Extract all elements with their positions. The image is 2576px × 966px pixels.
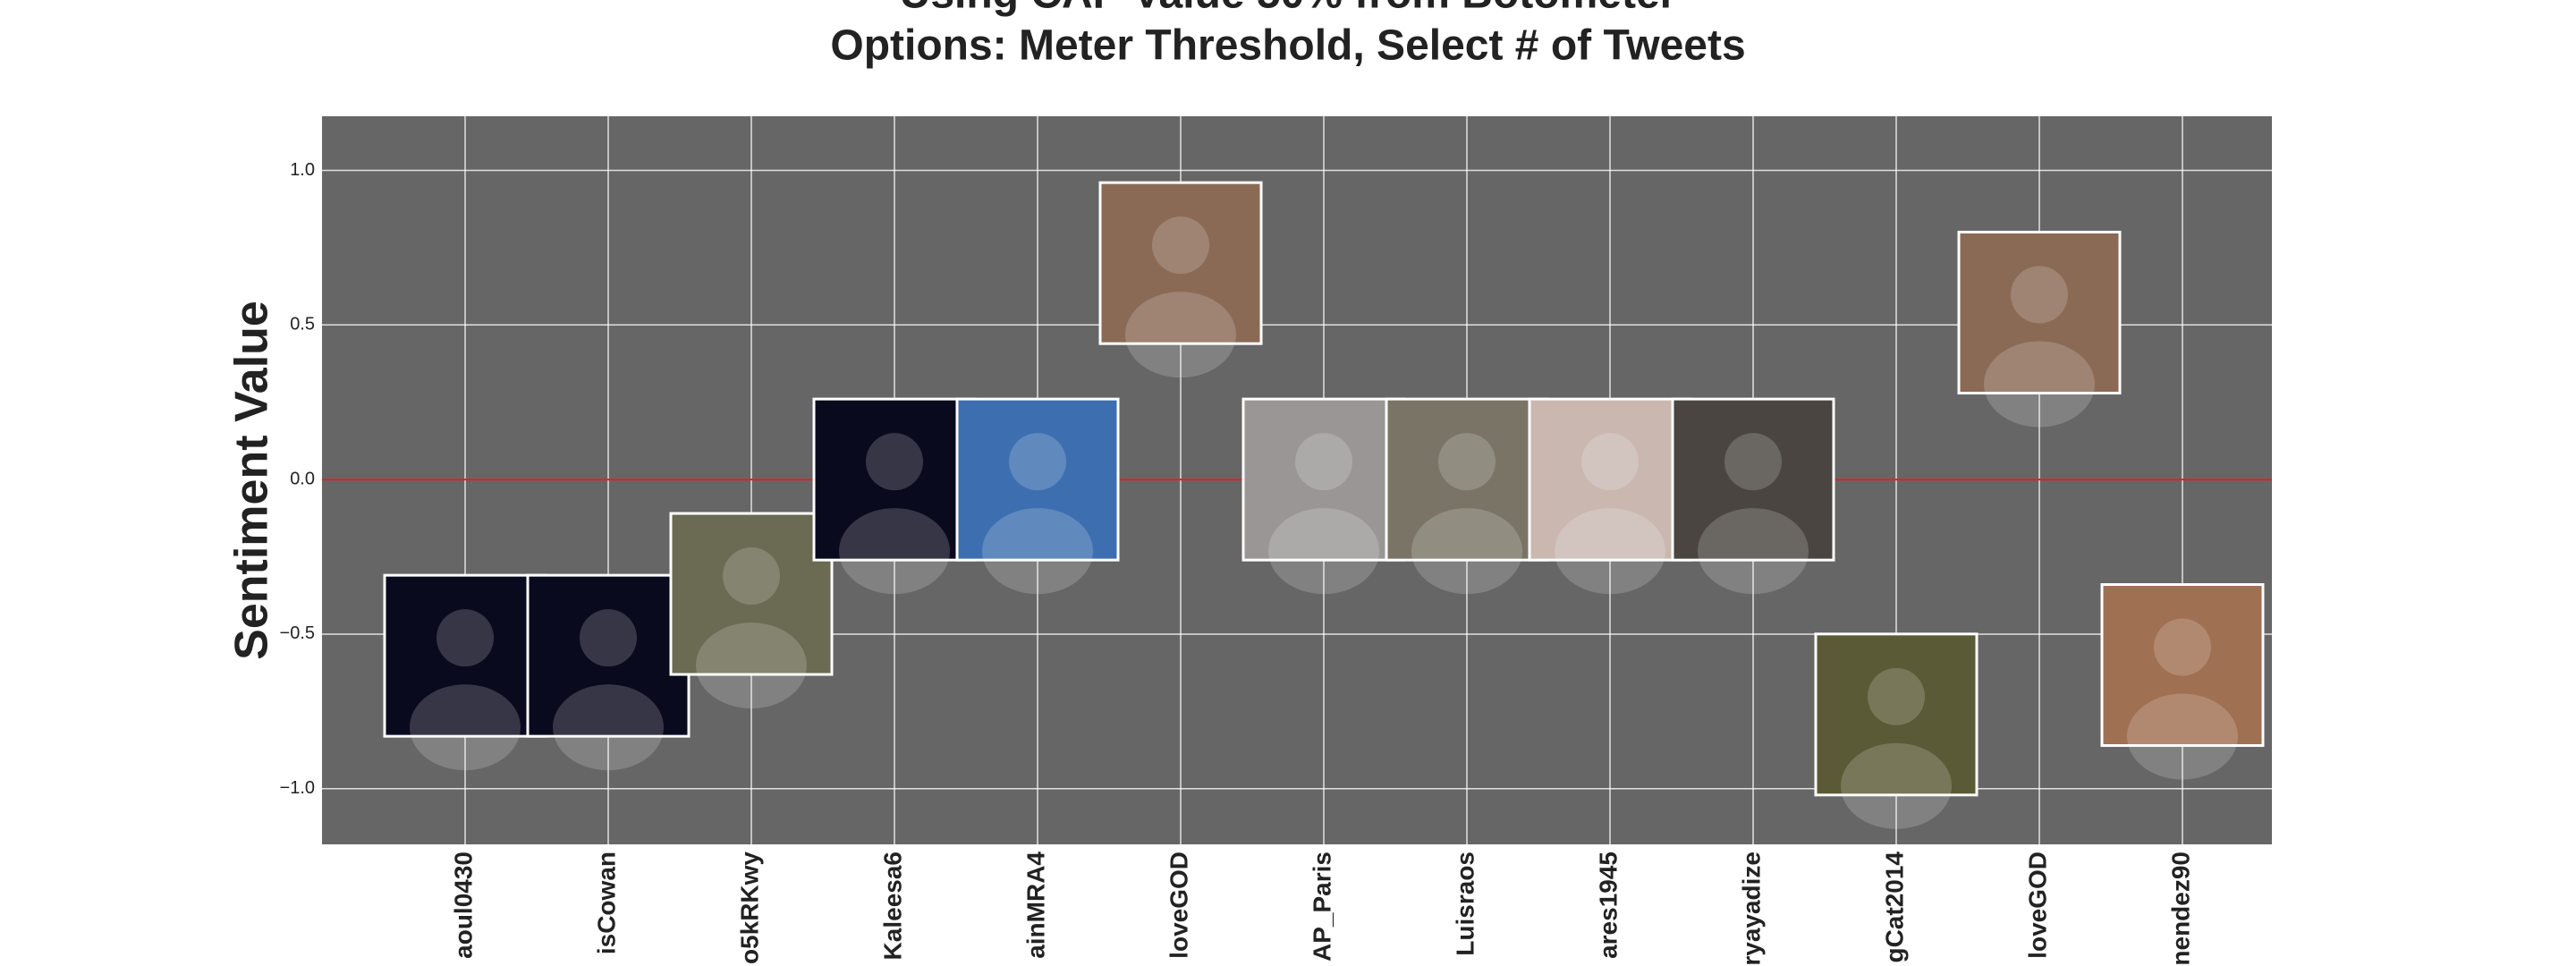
avatar-marker xyxy=(812,397,977,595)
x-tick-label: gCat2014 xyxy=(1880,852,1908,963)
y-axis-label: Sentiment Value xyxy=(226,301,278,660)
x-tick-label: loveGOD xyxy=(1165,852,1192,959)
avatar-body xyxy=(1841,742,1952,829)
avatar-body xyxy=(1698,508,1809,595)
avatar-frame xyxy=(1241,397,1406,562)
avatar-marker xyxy=(2100,583,2265,780)
avatar-body xyxy=(696,623,807,709)
avatar-marker xyxy=(955,397,1120,595)
avatar-body xyxy=(982,508,1093,595)
x-tick-label: o5kRKwy xyxy=(735,852,763,964)
avatar-body xyxy=(839,508,950,595)
avatar-frame xyxy=(812,397,977,562)
avatar-marker xyxy=(383,573,547,771)
avatar-head xyxy=(1295,433,1352,491)
x-tick-label: ainMRA4 xyxy=(1021,852,1049,959)
avatar-head xyxy=(723,547,780,606)
avatar-marker xyxy=(1671,397,1835,595)
avatar-marker xyxy=(1528,397,1692,595)
avatar-marker xyxy=(1241,397,1406,595)
avatar-frame xyxy=(1671,397,1835,562)
avatar-body xyxy=(1984,341,2095,428)
x-tick-label: nendez90 xyxy=(2166,852,2194,966)
avatar-body xyxy=(1268,508,1379,595)
avatar-marker xyxy=(1957,230,2122,428)
avatar-frame xyxy=(2100,583,2265,748)
avatar-marker xyxy=(1385,397,1549,595)
avatar-frame xyxy=(1814,632,1979,797)
avatar-head xyxy=(2154,618,2211,676)
avatar-frame xyxy=(526,573,691,738)
x-tick-label: Luisraos xyxy=(1451,852,1479,956)
avatar-frame xyxy=(1098,181,1263,345)
avatar-marker xyxy=(669,512,834,709)
avatar-head xyxy=(2011,266,2068,324)
avatar-head xyxy=(1009,433,1066,491)
avatar-marker xyxy=(526,573,691,771)
avatar-head xyxy=(1868,667,1925,725)
x-tick-label: Kaleesa6 xyxy=(878,852,906,960)
chart-title: Using CAP Value 50% from Botometer xyxy=(900,0,1677,18)
y-tick-label: 0.0 xyxy=(290,469,315,488)
avatar-head xyxy=(1724,433,1782,491)
avatar-frame xyxy=(1528,397,1692,562)
avatar-body xyxy=(410,684,521,771)
y-tick-label: 1.0 xyxy=(290,160,315,180)
avatar-body xyxy=(1555,508,1665,595)
avatar-frame xyxy=(1385,397,1549,562)
avatar-frame xyxy=(669,512,834,676)
x-tick-label: loveGOD xyxy=(2023,852,2051,959)
avatar-head xyxy=(1581,433,1639,491)
x-tick-label: isCowan xyxy=(592,852,620,954)
y-tick-label: 0.5 xyxy=(290,315,315,335)
avatar-marker xyxy=(1098,181,1263,378)
avatar-body xyxy=(1411,508,1522,595)
avatar-body xyxy=(553,684,664,771)
avatar-head xyxy=(1152,216,1209,275)
x-tick-label: ryayadize xyxy=(1737,852,1765,966)
avatar-body xyxy=(2127,693,2238,780)
x-tick-label: ares1945 xyxy=(1594,852,1622,959)
avatar-body xyxy=(1125,292,1236,378)
avatar-head xyxy=(580,609,637,667)
avatar-frame xyxy=(1957,230,2122,394)
avatar-frame xyxy=(383,573,547,738)
avatar-frame xyxy=(955,397,1120,562)
x-tick-label: AP_Paris xyxy=(1308,852,1335,962)
avatar-head xyxy=(1438,433,1496,491)
chart-subtitle: Options: Meter Threshold, Select # of Tw… xyxy=(830,22,1745,70)
x-tick-label: aoul0430 xyxy=(449,852,477,959)
y-tick-label: −1.0 xyxy=(280,778,315,798)
avatar-head xyxy=(866,433,923,491)
avatar-head xyxy=(436,609,494,667)
avatar-marker xyxy=(1814,632,1979,829)
y-tick-label: −0.5 xyxy=(280,623,315,643)
